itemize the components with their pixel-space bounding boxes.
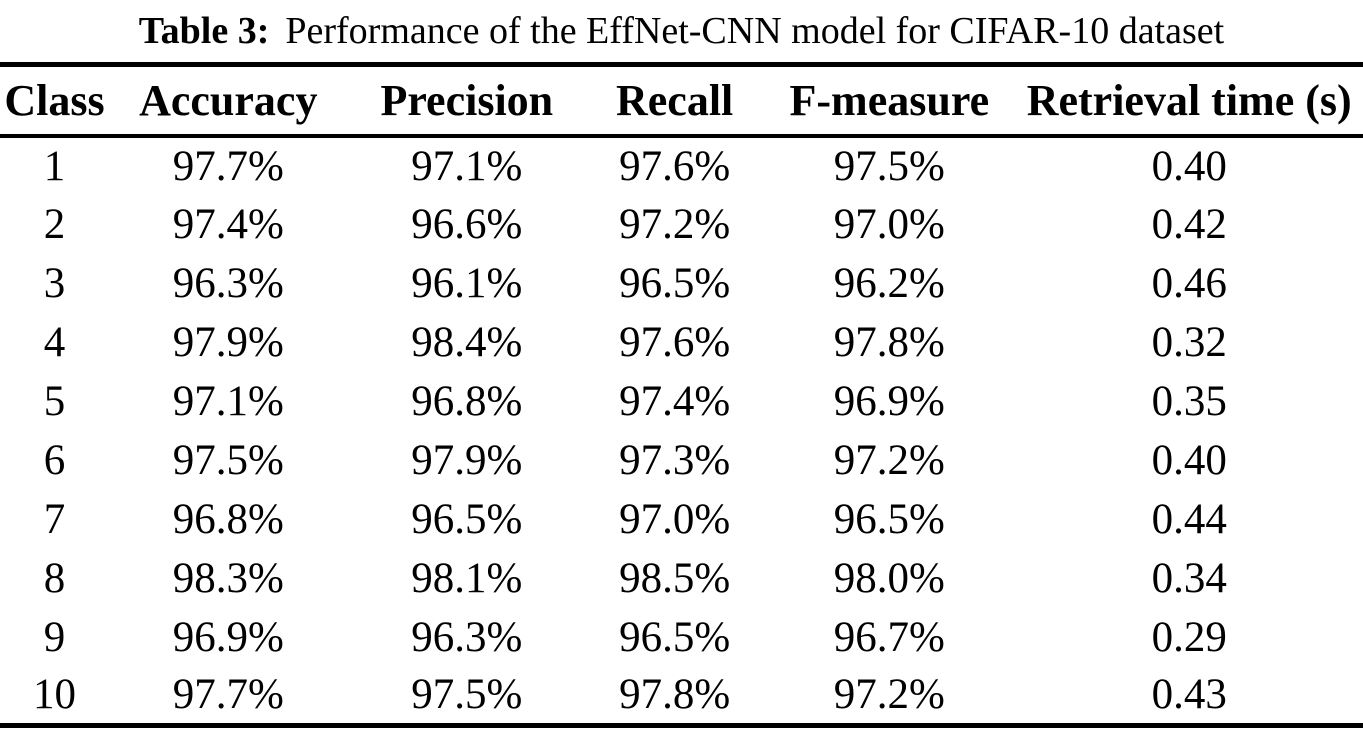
table-cell: 98.0% — [833, 554, 945, 602]
table-cell: 97.3% — [619, 436, 731, 484]
table-cell: 96.5% — [833, 495, 945, 543]
table-cell: 96.9% — [833, 377, 945, 425]
table-cell: 98.1% — [411, 554, 523, 602]
table-cell: 4 — [43, 318, 66, 366]
table-cell: 96.5% — [411, 495, 523, 543]
column-header: Class — [4, 75, 105, 125]
table-cell: 97.6% — [619, 318, 731, 366]
table-cell: 97.8% — [619, 671, 731, 719]
table-row: 2 97.4% 96.6% 97.2% 97.0% 0.42 — [0, 195, 1363, 254]
table-cell: 97.5% — [411, 671, 523, 719]
table-cell: 5 — [43, 377, 66, 425]
table-cell: 97.8% — [833, 318, 945, 366]
table-cell: 97.1% — [411, 142, 523, 190]
table-row: 8 98.3% 98.1% 98.5% 98.0% 0.34 — [0, 549, 1363, 608]
table-row: 6 97.5% 97.9% 97.3% 97.2% 0.40 — [0, 431, 1363, 490]
header-row: Class Accuracy Precision Recall F-measure Ret… — [0, 65, 1363, 136]
table-caption: Table 3: Performance of the EffNet-CNN m… — [0, 0, 1363, 62]
table-cell: 0.42 — [1151, 200, 1227, 248]
table-cell: 98.5% — [619, 554, 731, 602]
table-cell: 97.7% — [172, 142, 284, 190]
table-cell: 0.32 — [1151, 318, 1227, 366]
table-cell: 97.0% — [619, 495, 731, 543]
table-cell: 96.5% — [619, 259, 731, 307]
table-cell: 97.4% — [619, 377, 731, 425]
table-cell: 96.3% — [172, 259, 284, 307]
table-cell: 96.8% — [172, 495, 284, 543]
table-row: 1 97.7% 97.1% 97.6% 97.5% 0.40 — [0, 136, 1363, 195]
table-cell: 0.35 — [1151, 377, 1227, 425]
table-cell: 9 — [43, 613, 66, 661]
table-cell: 10 — [33, 671, 77, 719]
table-cell: 97.6% — [619, 142, 731, 190]
table-row: 3 96.3% 96.1% 96.5% 96.2% 0.46 — [0, 254, 1363, 313]
table-cell: 0.44 — [1151, 495, 1227, 543]
table-cell: 97.5% — [833, 142, 945, 190]
table-cell: 97.9% — [411, 436, 523, 484]
table-caption-label: Table 3: — [138, 10, 270, 52]
table-cell: 97.0% — [833, 200, 945, 248]
table-cell: 0.46 — [1151, 259, 1227, 307]
table-cell: 97.1% — [172, 377, 284, 425]
table-cell: 7 — [43, 495, 66, 543]
table-cell: 1 — [43, 142, 66, 190]
table-cell: 96.6% — [411, 200, 523, 248]
table-cell: 0.40 — [1151, 436, 1227, 484]
table-cell: 96.3% — [411, 613, 523, 661]
table-cell: 96.2% — [833, 259, 945, 307]
table-cell: 96.5% — [619, 613, 731, 661]
table-cell: 3 — [43, 259, 66, 307]
column-header: Precision — [380, 75, 554, 125]
performance-table: Class Accuracy Precision Recall F-measure Ret… — [0, 62, 1363, 728]
table-cell: 96.7% — [833, 613, 945, 661]
table-cell: 0.40 — [1151, 142, 1227, 190]
table-cell: 98.4% — [411, 318, 523, 366]
table-cell: 0.43 — [1151, 671, 1227, 719]
table-cell: 0.34 — [1151, 554, 1227, 602]
table-cell: 97.9% — [172, 318, 284, 366]
column-header: Accuracy — [139, 75, 318, 125]
table-cell: 97.5% — [172, 436, 284, 484]
table-row: 5 97.1% 96.8% 97.4% 96.9% 0.35 — [0, 372, 1363, 431]
table-body: 1 97.7% 97.1% 97.6% 97.5% 0.40 2 97.4% 96.6% 97.2… — [0, 136, 1363, 726]
table-cell: 6 — [43, 436, 66, 484]
table-cell: 96.9% — [172, 613, 284, 661]
table-row: 9 96.9% 96.3% 96.5% 96.7% 0.29 — [0, 608, 1363, 667]
table-cell: 97.7% — [172, 671, 284, 719]
table-cell: 96.8% — [411, 377, 523, 425]
table-cell: 97.2% — [619, 200, 731, 248]
column-header: Retrieval time (s) — [1026, 75, 1352, 125]
table-cell: 96.1% — [411, 259, 523, 307]
table-caption-text: Performance of the EffNet-CNN model for … — [285, 10, 1225, 52]
table-cell: 2 — [43, 200, 66, 248]
table-row: 4 97.9% 98.4% 97.6% 97.8% 0.32 — [0, 313, 1363, 372]
table-row: 10 97.7% 97.5% 97.8% 97.2% 0.43 — [0, 667, 1363, 726]
table-cell: 8 — [43, 554, 66, 602]
table-cell: 97.2% — [833, 436, 945, 484]
table-cell: 0.29 — [1151, 613, 1227, 661]
column-header: F-measure — [789, 75, 990, 125]
table-cell: 97.4% — [172, 200, 284, 248]
column-header: Recall — [616, 75, 734, 125]
table-cell: 98.3% — [172, 554, 284, 602]
table-cell: 97.2% — [833, 671, 945, 719]
table-row: 7 96.8% 96.5% 97.0% 96.5% 0.44 — [0, 490, 1363, 549]
